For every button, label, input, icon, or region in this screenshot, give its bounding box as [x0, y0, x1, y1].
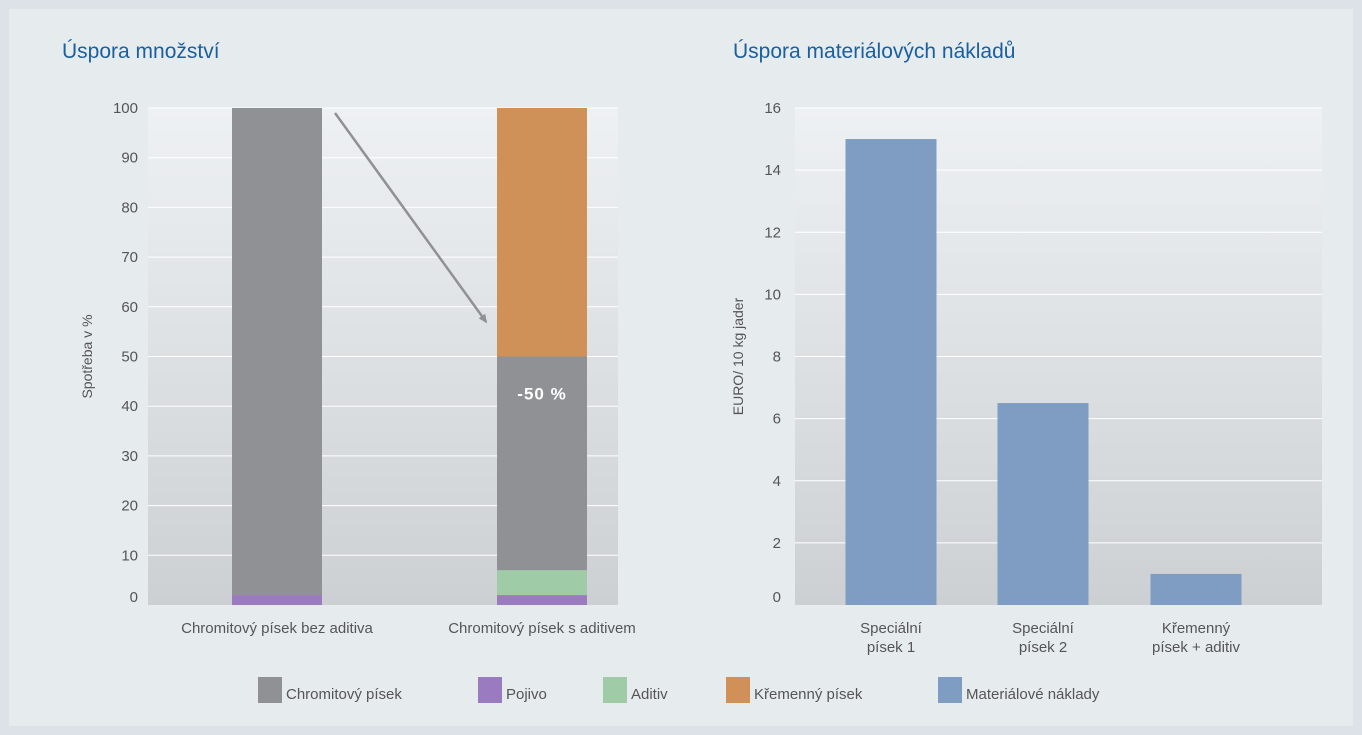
legend-swatch	[603, 677, 627, 703]
legend-item: Pojivo	[478, 675, 547, 705]
legend-label: Aditiv	[631, 685, 668, 703]
x-tick-label: písek + aditiv	[1152, 639, 1240, 656]
y-tick-label: 80	[121, 199, 138, 216]
x-tick-label: Speciální	[860, 620, 923, 637]
chart-title-quantity: Úspora množství	[62, 40, 220, 63]
y-tick-label: 8	[773, 349, 781, 366]
x-tick-label: Křemenný	[1162, 620, 1231, 637]
legend-item: Materiálové náklady	[938, 675, 1099, 705]
bar-segment	[232, 108, 322, 596]
bar-segment	[497, 570, 587, 596]
bar	[845, 139, 937, 605]
legend-item: Aditiv	[603, 675, 668, 705]
legend-swatch	[478, 677, 502, 703]
y-tick-label: 40	[121, 398, 138, 415]
bar	[997, 403, 1089, 605]
y-axis-label: EURO/ 10 kg jader	[730, 297, 746, 415]
legend-swatch	[938, 677, 962, 703]
bar-segment	[232, 595, 322, 605]
y-tick-label: 14	[764, 162, 781, 179]
reduction-arrow	[333, 112, 488, 324]
y-tick-label: 30	[121, 448, 138, 465]
legend-label: Materiálové náklady	[966, 685, 1100, 703]
y-tick-label: 12	[764, 224, 781, 241]
reduction-annotation: -50 %	[517, 385, 566, 404]
quantity-chart: 0 10 20 30 40 50 60 70 80 90 100 Spotřeba v % Chromi…	[79, 100, 636, 637]
y-tick-label: 70	[121, 249, 138, 266]
legend: Chromitový písek Pojivo Aditiv Křemenný pís…	[0, 675, 1362, 705]
legend-item: Chromitový písek	[258, 675, 402, 705]
legend-swatch	[258, 677, 282, 703]
y-tick-label: 10	[764, 286, 781, 303]
y-tick-label: 90	[121, 150, 138, 167]
legend-label: Křemenný písek	[754, 685, 863, 703]
y-tick-label: 0	[130, 589, 138, 606]
y-tick-label: 100	[113, 100, 138, 117]
legend-item: Křemenný písek	[726, 675, 862, 705]
y-axis-label: Spotřeba v %	[79, 314, 95, 398]
y-tick-label: 0	[773, 589, 781, 606]
bar-segment	[497, 595, 587, 605]
x-tick-label: Speciální	[1012, 620, 1075, 637]
legend-label: Pojivo	[506, 685, 547, 703]
y-tick-label: 60	[121, 299, 138, 316]
bar-segment	[497, 108, 587, 357]
bar-segment	[497, 356, 587, 571]
y-tick-label: 20	[121, 498, 138, 515]
y-tick-label: 10	[121, 547, 138, 564]
legend-swatch	[726, 677, 750, 703]
y-tick-label: 50	[121, 349, 138, 366]
chart-title-cost: Úspora materiálových nákladů	[733, 40, 1016, 63]
x-tick-label: písek 2	[1019, 639, 1067, 656]
legend-label: Chromitový písek	[286, 685, 402, 703]
x-tick-label: písek 1	[867, 639, 915, 656]
cost-chart: 0 2 4 6 8 10 12 14 16 EURO/ 10 kg jader Speciální p…	[730, 100, 1322, 656]
x-tick-label: Chromitový písek bez aditiva	[181, 620, 373, 637]
x-tick-label: Chromitový písek s aditivem	[448, 620, 636, 637]
y-tick-label: 4	[773, 473, 781, 490]
y-tick-label: 2	[773, 535, 781, 552]
bar	[1150, 573, 1242, 605]
y-tick-label: 16	[764, 100, 781, 117]
y-tick-label: 6	[773, 411, 781, 428]
